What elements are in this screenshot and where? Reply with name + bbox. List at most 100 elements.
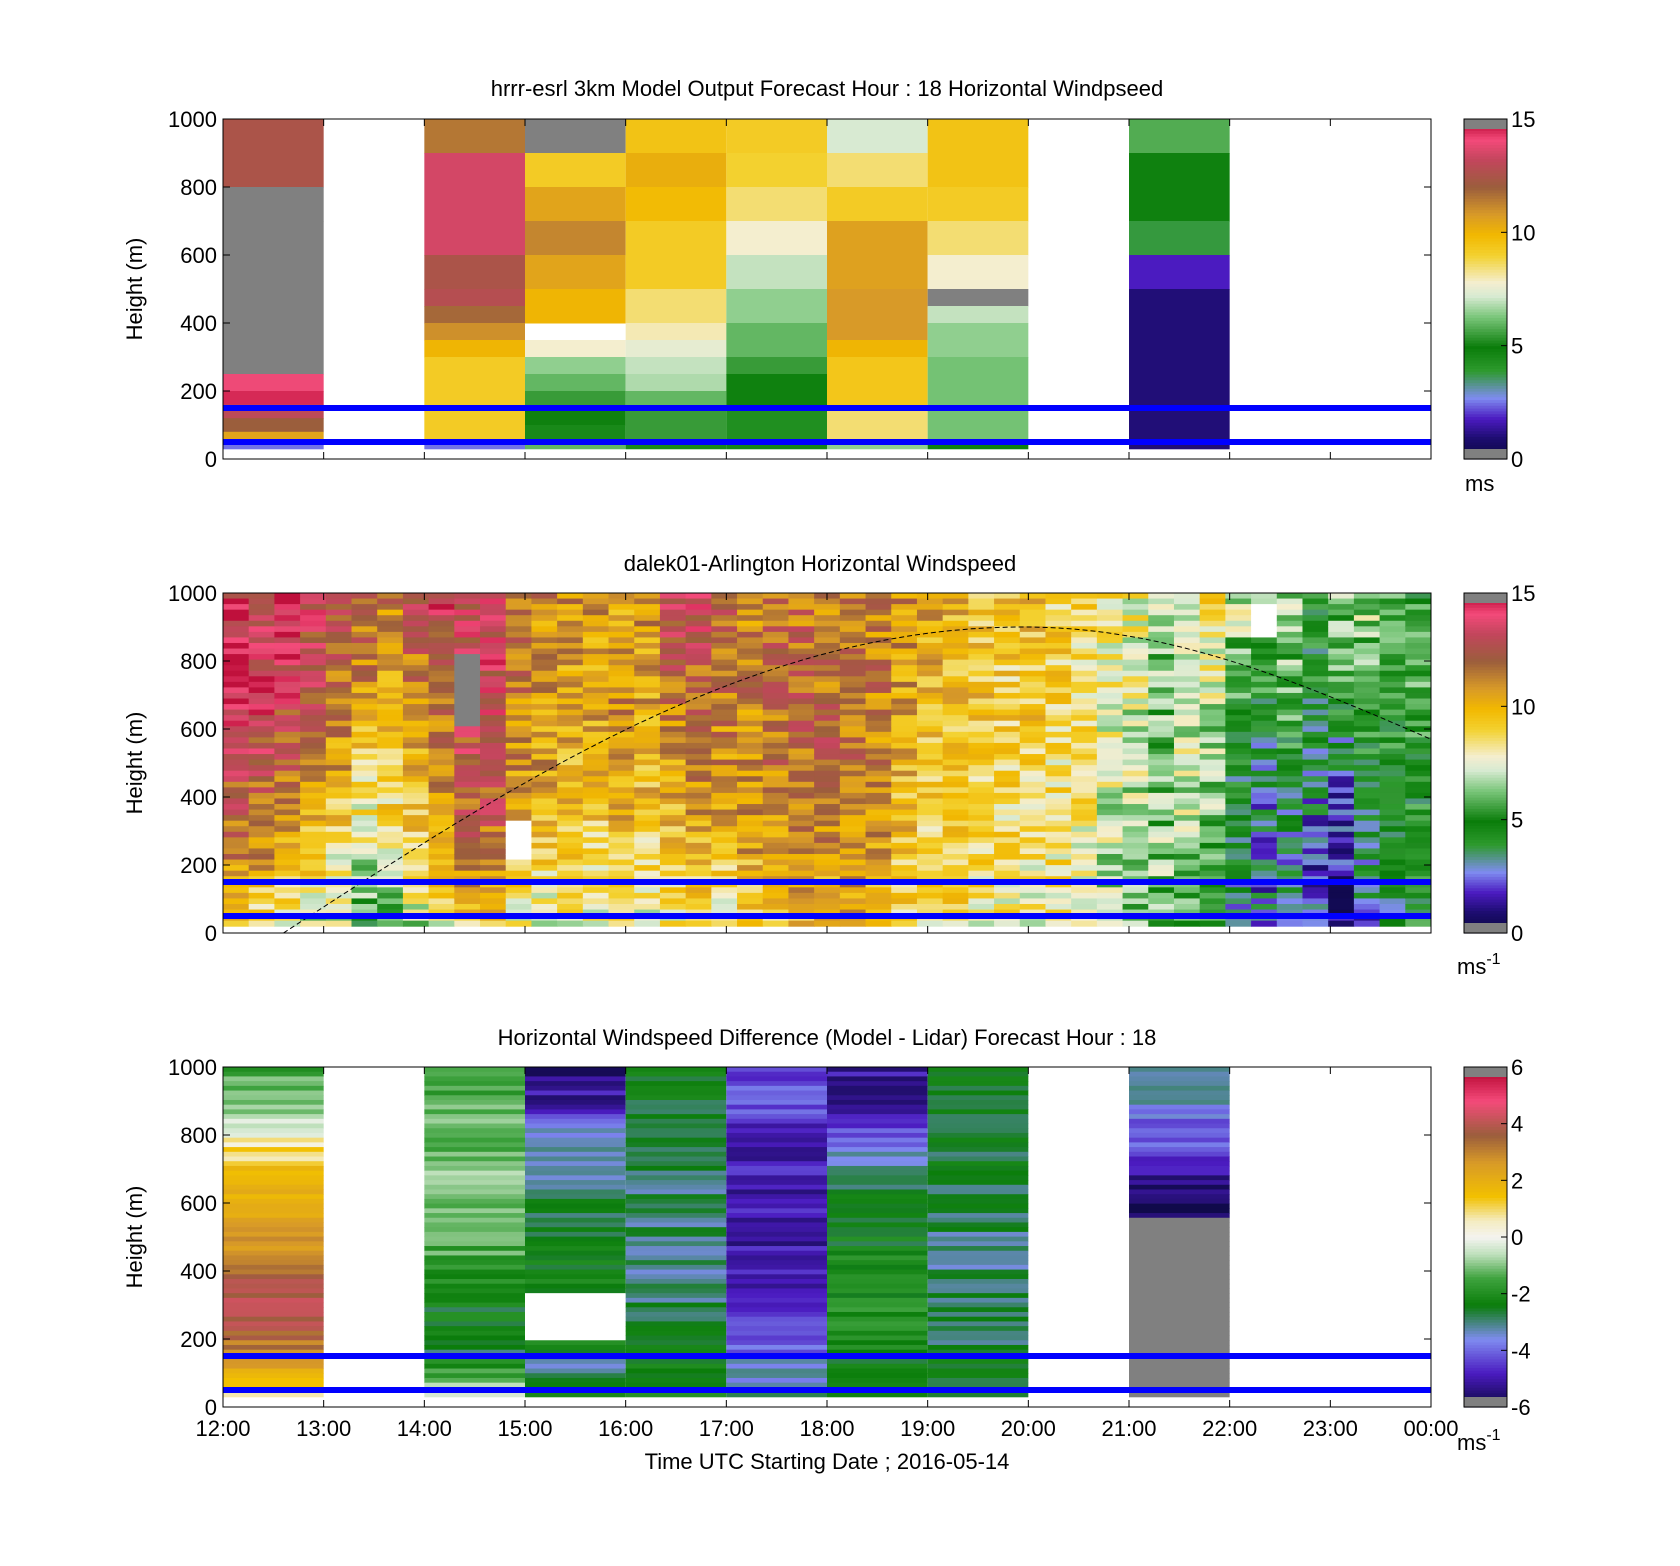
heatmap-cell [1199,909,1226,916]
heatmap-cell [505,898,532,905]
heatmap-cell [377,831,404,838]
heatmap-cell [1071,731,1098,738]
heatmap-cell [351,848,378,855]
heatmap-cell [274,665,301,672]
heatmap-cell [402,798,430,805]
heatmap-cell [223,737,250,744]
heatmap-cell [942,787,969,794]
heatmap-cell [424,119,525,154]
heatmap-cell [827,1203,928,1209]
heatmap-cell [1328,654,1355,661]
heatmap-cell [968,642,995,650]
heatmap-cell [762,831,789,838]
heatmap-cell [480,726,507,733]
heatmap-cell [377,593,404,600]
colorbar-swatch [1464,1256,1507,1261]
heatmap-cell [351,659,378,666]
heatmap-cell [968,742,995,749]
heatmap-cell [1071,609,1098,616]
heatmap-cell [505,809,532,816]
heatmap-cell [248,598,275,605]
heatmap-cell [1019,642,1046,650]
heatmap-cell [737,620,764,627]
heatmap-cell [625,1311,727,1318]
colorbar-swatch [1464,916,1507,920]
heatmap-cell [1251,654,1278,661]
heatmap-cell [1328,659,1355,666]
colorbar-swatch [1464,167,1507,171]
heatmap-cell [927,1349,1029,1355]
heatmap-cell [1019,898,1046,905]
heatmap-cell [1302,887,1329,894]
heatmap-cell [1129,1330,1230,1337]
heatmap-cell [424,1118,525,1125]
heatmap-cell [1199,642,1226,650]
heatmap-cell [274,854,301,861]
heatmap-cell [1276,770,1303,777]
colorbar-swatch [1464,1254,1507,1258]
heatmap-cell [402,831,430,838]
heatmap-cell [726,1109,827,1115]
heatmap-cell [300,726,327,733]
colorbar-swatch [1464,1112,1507,1116]
heatmap-cell [1199,903,1226,911]
heatmap-cell [1225,826,1252,833]
colorbar-swatch [1464,289,1507,293]
y-tick-label: 200 [180,1327,217,1352]
heatmap-cell [839,687,867,694]
heatmap-cell [814,831,841,838]
colorbar-swatch [1464,700,1507,705]
heatmap-cell [726,221,827,256]
heatmap-cell [531,892,558,899]
heatmap-cell [1225,615,1252,622]
heatmap-cell [711,887,738,894]
heatmap-cell [788,709,815,716]
colorbar-swatch [1464,1194,1507,1198]
heatmap-cell [726,1255,827,1261]
heatmap-cell [762,609,789,616]
heatmap-cell [1199,781,1226,788]
heatmap-cell [1071,754,1098,761]
heatmap-cell [1173,920,1201,927]
heatmap-cell [891,776,918,783]
heatmap-cell [659,848,687,855]
heatmap-cell [968,770,995,777]
heatmap-cell [1199,731,1226,738]
heatmap-cell [274,748,301,755]
heatmap-cell [865,804,892,811]
heatmap-cell [1276,792,1303,799]
heatmap-cell [505,737,532,744]
heatmap-cell [827,1335,928,1341]
heatmap-cell [300,909,327,916]
heatmap-cell [634,692,661,700]
heatmap-cell [1173,837,1201,844]
heatmap-cell [865,676,892,683]
heatmap-cell [428,631,455,638]
heatmap-cell [480,826,507,833]
heatmap-cell [525,1368,626,1374]
heatmap-cell [726,1156,827,1162]
heatmap-cell [274,837,301,844]
heatmap-cell [377,887,404,894]
heatmap-cell [839,887,867,894]
heatmap-cell [248,615,275,622]
heatmap-cell [788,865,815,872]
colorbar-swatch [1464,320,1507,324]
heatmap-cell [505,798,532,805]
heatmap-cell [659,704,687,711]
heatmap-cell [525,1156,626,1162]
colorbar-swatch [1464,661,1507,665]
heatmap-cell [942,848,969,855]
heatmap-cell [1353,809,1381,816]
heatmap-cell [480,798,507,805]
heatmap-cell [1379,715,1406,722]
heatmap-cell [300,865,327,872]
heatmap-cell [1129,1090,1230,1096]
heatmap-cell [248,837,275,844]
heatmap-cell [891,903,918,911]
heatmap-cell [1225,765,1252,772]
heatmap-cell [1251,626,1278,633]
heatmap-cell [300,887,327,894]
heatmap-cell [454,698,481,705]
heatmap-cell [454,770,481,777]
